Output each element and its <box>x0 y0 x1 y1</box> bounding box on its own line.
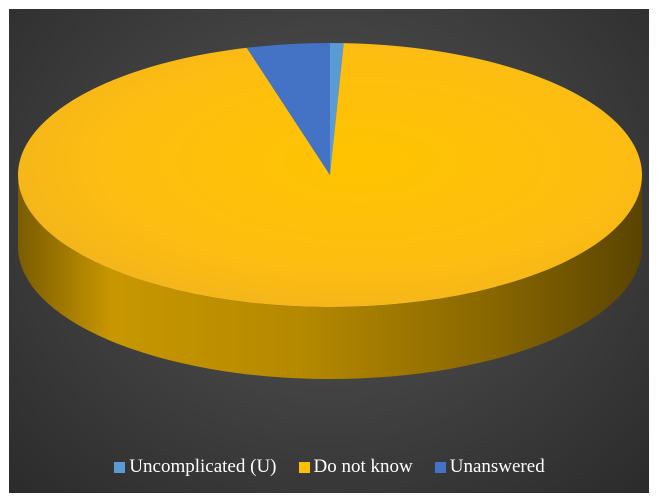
legend-label-uncomplicated: Uncomplicated (U) <box>129 456 277 477</box>
legend-item-do-not-know: Do not know <box>298 456 413 478</box>
legend-swatch-uncomplicated <box>114 461 126 473</box>
chart-legend: Uncomplicated (U) Do not know Unanswered <box>0 452 659 482</box>
legend-item-uncomplicated: Uncomplicated (U) <box>114 456 277 478</box>
pie-side-do-not-know <box>18 175 642 379</box>
legend-item-unanswered: Unanswered <box>434 456 545 478</box>
legend-label-do-not-know: Do not know <box>313 456 413 477</box>
pie-slice-uncomplicated <box>330 43 344 175</box>
legend-swatch-unanswered <box>434 461 446 473</box>
legend-label-unanswered: Unanswered <box>449 456 545 477</box>
pie-slice-unanswered <box>246 43 330 175</box>
legend-swatch-do-not-know <box>298 461 310 473</box>
pie-side-wall <box>18 175 642 379</box>
pie-slice-do-not-know <box>17 43 643 307</box>
